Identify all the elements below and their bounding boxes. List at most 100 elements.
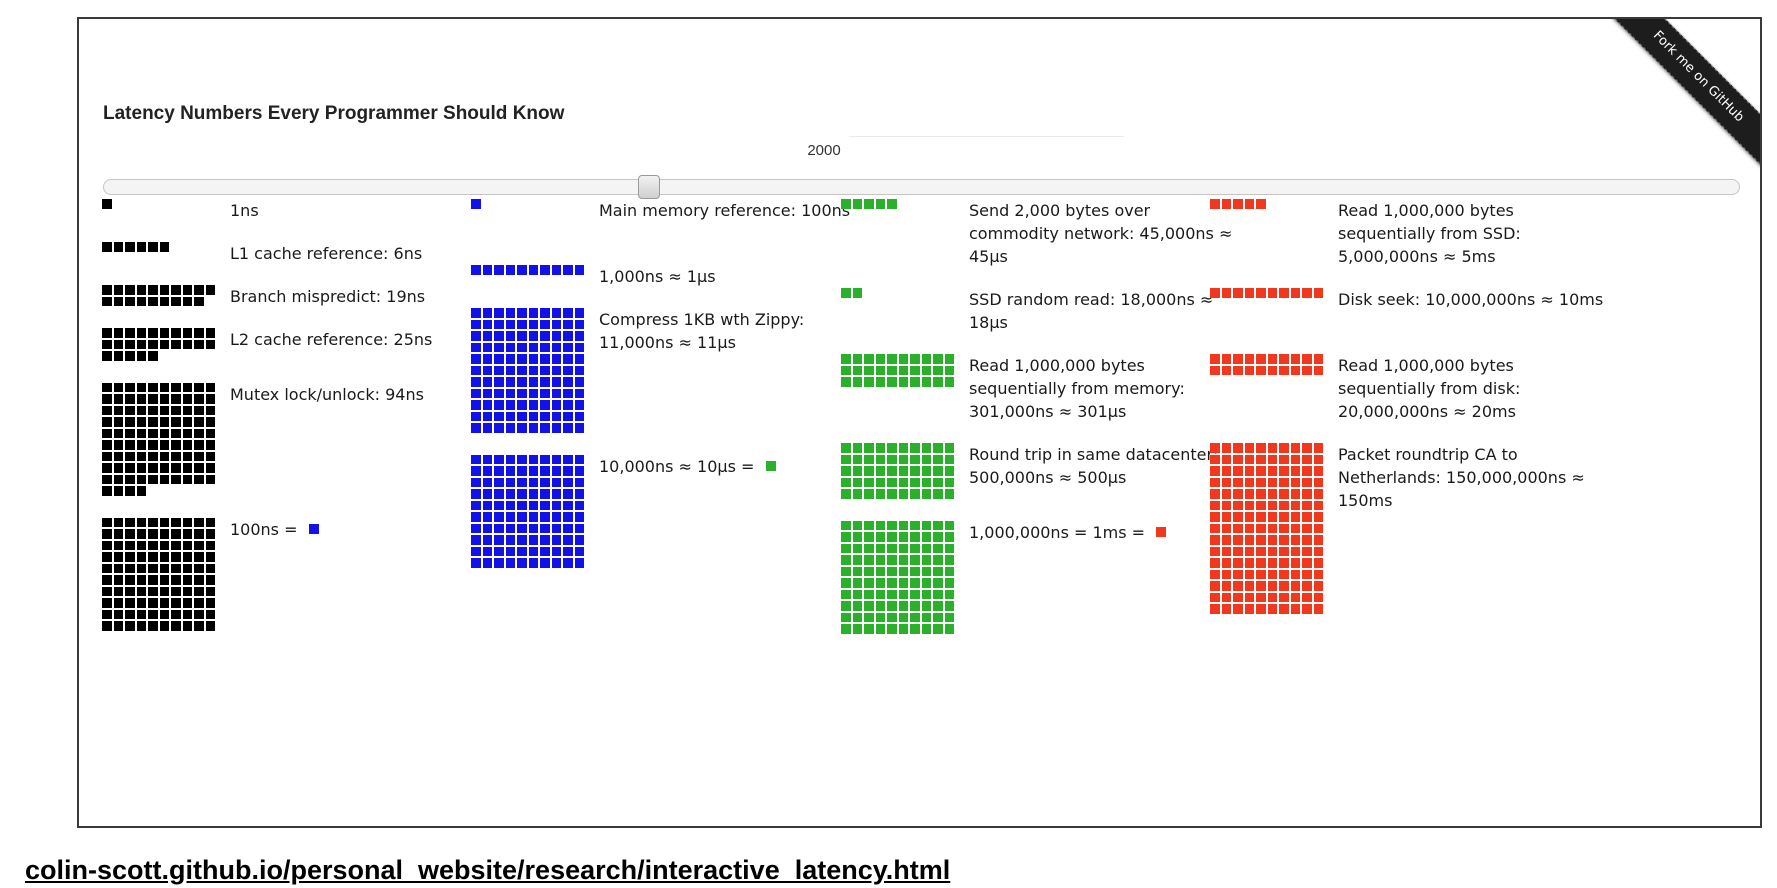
latency-block-grid bbox=[841, 288, 956, 300]
latency-unit-cell bbox=[574, 365, 584, 375]
latency-unit-cell bbox=[1313, 466, 1323, 476]
latency-unit-cell bbox=[864, 454, 874, 464]
latency-unit-cell bbox=[102, 405, 112, 415]
latency-unit-cell bbox=[528, 512, 538, 522]
latency-unit-cell bbox=[1210, 454, 1220, 464]
latency-unit-cell bbox=[102, 463, 112, 473]
latency-label-text: Read 1,000,000 bytes sequentially from m… bbox=[969, 356, 1185, 421]
latency-unit-cell bbox=[1233, 592, 1243, 602]
latency-unit-cell bbox=[194, 575, 204, 585]
latency-unit-cell bbox=[1290, 477, 1300, 487]
latency-unit-cell bbox=[205, 328, 215, 338]
latency-unit-cell bbox=[841, 454, 851, 464]
latency-unit-cell bbox=[563, 377, 573, 387]
latency-unit-cell bbox=[1279, 592, 1289, 602]
latency-unit-cell bbox=[1267, 489, 1277, 499]
latency-unit-cell bbox=[910, 589, 920, 599]
latency-unit-cell bbox=[194, 428, 204, 438]
latency-unit-cell bbox=[1244, 523, 1254, 533]
latency-unit-cell bbox=[494, 466, 504, 476]
latency-unit-cell bbox=[125, 296, 135, 306]
latency-unit-cell bbox=[1256, 477, 1266, 487]
latency-unit-cell bbox=[148, 529, 158, 539]
latency-unit-cell bbox=[528, 423, 538, 433]
latency-unit-cell bbox=[944, 443, 954, 453]
year-slider[interactable] bbox=[103, 175, 1740, 199]
latency-unit-cell bbox=[852, 589, 862, 599]
latency-unit-cell bbox=[1290, 535, 1300, 545]
latency-unit-cell bbox=[864, 377, 874, 387]
latency-unit-cell bbox=[1290, 569, 1300, 579]
latency-unit-cell bbox=[1233, 512, 1243, 522]
latency-unit-cell bbox=[887, 520, 897, 530]
latency-unit-cell bbox=[921, 443, 931, 453]
latency-unit-cell bbox=[540, 512, 550, 522]
latency-unit-cell bbox=[1221, 466, 1231, 476]
latency-unit-cell bbox=[505, 265, 515, 275]
latency-unit-cell bbox=[517, 466, 527, 476]
latency-unit-cell bbox=[194, 609, 204, 619]
latency-unit-cell bbox=[171, 440, 181, 450]
latency-unit-cell bbox=[159, 552, 169, 562]
latency-unit-cell bbox=[482, 558, 492, 568]
latency-unit-cell bbox=[910, 612, 920, 622]
latency-unit-cell bbox=[528, 535, 538, 545]
latency-unit-cell bbox=[1256, 604, 1266, 614]
latency-label-text: 100ns = bbox=[230, 519, 303, 539]
latency-unit-cell bbox=[182, 451, 192, 461]
latency-unit-cell bbox=[125, 394, 135, 404]
latency-unit-cell bbox=[540, 466, 550, 476]
latency-unit-cell bbox=[1221, 604, 1231, 614]
latency-unit-cell bbox=[194, 285, 204, 295]
latency-unit-cell bbox=[482, 489, 492, 499]
source-url-link[interactable]: colin-scott.github.io/personal_website/r… bbox=[25, 855, 951, 885]
latency-unit-cell bbox=[113, 351, 123, 361]
latency-unit-cell bbox=[1233, 581, 1243, 591]
latency-unit-cell bbox=[1267, 523, 1277, 533]
latency-unit-cell bbox=[505, 331, 515, 341]
latency-unit-cell bbox=[182, 428, 192, 438]
latency-block-grid bbox=[102, 328, 217, 363]
latency-unit-cell bbox=[102, 440, 112, 450]
latency-unit-cell bbox=[887, 377, 897, 387]
latency-unit-cell bbox=[1302, 365, 1312, 375]
latency-unit-cell bbox=[159, 328, 169, 338]
year-slider-thumb[interactable] bbox=[637, 175, 660, 199]
github-ribbon-container: Fork me on GitHub bbox=[1610, 19, 1760, 169]
latency-unit-cell bbox=[841, 199, 851, 209]
latency-unit-cell bbox=[898, 454, 908, 464]
latency-unit-cell bbox=[1302, 535, 1312, 545]
latency-unit-cell bbox=[182, 552, 192, 562]
latency-unit-cell bbox=[1221, 535, 1231, 545]
latency-unit-cell bbox=[528, 489, 538, 499]
latency-unit-cell bbox=[102, 296, 112, 306]
latency-unit-cell bbox=[1279, 558, 1289, 568]
latency-unit-cell bbox=[482, 388, 492, 398]
latency-unit-cell bbox=[1221, 569, 1231, 579]
latency-unit-cell bbox=[171, 552, 181, 562]
fork-on-github-ribbon[interactable]: Fork me on GitHub bbox=[1610, 19, 1760, 168]
latency-unit-cell bbox=[517, 400, 527, 410]
latency-unit-cell bbox=[1221, 581, 1231, 591]
latency-unit-cell bbox=[505, 365, 515, 375]
latency-unit-cell bbox=[933, 601, 943, 611]
latency-unit-cell bbox=[1210, 581, 1220, 591]
unit-equivalence-square bbox=[765, 460, 776, 471]
latency-unit-cell bbox=[205, 529, 215, 539]
latency-unit-cell bbox=[1302, 546, 1312, 556]
latency-unit-cell bbox=[563, 365, 573, 375]
latency-unit-cell bbox=[113, 598, 123, 608]
latency-unit-cell bbox=[933, 466, 943, 476]
latency-unit-cell bbox=[1267, 288, 1277, 298]
latency-unit-cell bbox=[1313, 604, 1323, 614]
latency-unit-cell bbox=[159, 296, 169, 306]
latency-unit-cell bbox=[136, 339, 146, 349]
latency-unit-cell bbox=[852, 612, 862, 622]
latency-unit-cell bbox=[551, 500, 561, 510]
latency-unit-cell bbox=[1290, 604, 1300, 614]
latency-unit-cell bbox=[182, 285, 192, 295]
latency-unit-cell bbox=[102, 474, 112, 484]
latency-unit-cell bbox=[125, 474, 135, 484]
latency-unit-cell bbox=[528, 388, 538, 398]
latency-unit-cell bbox=[494, 411, 504, 421]
